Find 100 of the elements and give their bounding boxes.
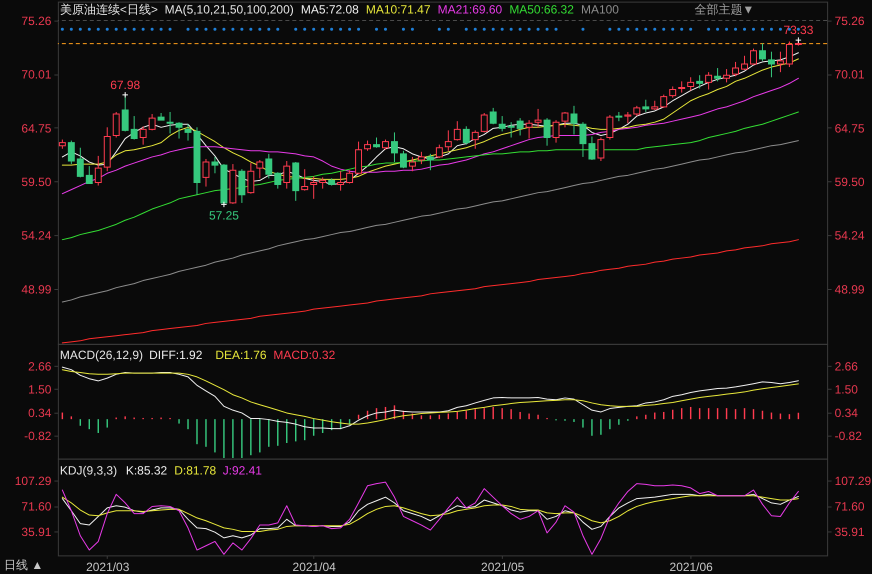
candlestick	[58, 139, 66, 150]
line-series	[62, 111, 799, 240]
text: K:85.32	[126, 464, 168, 478]
candlestick	[696, 74, 704, 89]
candlestick	[534, 108, 542, 128]
candlestick	[148, 114, 156, 131]
y-tick-label: 48.99	[21, 282, 52, 296]
candlestick	[508, 122, 515, 138]
legend-title: MA(5,10,21,50,100,200)	[164, 2, 294, 17]
candlestick	[400, 150, 407, 169]
x-tick-label: 2021/03	[86, 560, 130, 574]
candlestick	[202, 158, 210, 188]
candlestick	[355, 141, 362, 175]
legend-title: KDJ(9,3,3)	[60, 464, 118, 478]
y2-tick-label: 70.01	[834, 68, 865, 82]
candlestick	[750, 48, 757, 66]
candlestick	[301, 168, 308, 192]
candlestick	[597, 137, 604, 162]
y-tick-label: 54.24	[21, 228, 52, 243]
text: MA5:72.08	[300, 2, 360, 17]
candlestick	[544, 118, 551, 146]
candlestick	[444, 130, 452, 152]
line-series	[62, 495, 799, 532]
candlestick	[732, 61, 740, 77]
y2-tick-label: 59.50	[834, 174, 865, 189]
text: MA10:71.47	[366, 2, 431, 17]
y2-tick-label: 107.29	[834, 474, 872, 488]
y2-tick-label: 75.26	[834, 14, 865, 28]
legend-title: MACD(26,12,9)	[60, 348, 144, 362]
candlestick	[130, 116, 138, 140]
candlestick	[759, 43, 766, 62]
candlestick	[346, 170, 354, 184]
annotation: 73.33	[783, 23, 814, 38]
chart-title: 美原油连续<日线>	[60, 2, 158, 17]
y-tick-label: 75.26	[21, 14, 52, 28]
y2-tick-label: -0.82	[834, 429, 862, 444]
candlestick	[319, 176, 326, 190]
y2-tick-label: 1.50	[834, 382, 858, 397]
annotation: 57.25	[208, 208, 240, 222]
candlestick	[786, 40, 793, 68]
line-series	[62, 140, 799, 302]
y-tick-label: 1.50	[28, 382, 52, 397]
candlestick	[310, 176, 318, 200]
candlestick	[490, 107, 497, 125]
candlestick	[678, 80, 686, 94]
text: 日线 ▲	[4, 558, 44, 572]
candlestick	[516, 118, 524, 136]
y2-tick-label: 71.60	[834, 500, 865, 514]
candlestick	[570, 105, 578, 135]
candlestick	[552, 120, 560, 144]
y2-tick-label: 0.34	[834, 406, 858, 420]
candlestick	[436, 144, 443, 158]
candlestick	[382, 139, 389, 150]
candlestick	[238, 168, 246, 204]
candlestick	[768, 51, 775, 78]
text: MACD:0.32	[273, 348, 336, 362]
candlestick	[714, 68, 722, 82]
annotation: 67.98	[110, 78, 141, 92]
candlestick	[660, 94, 668, 108]
candlestick	[462, 126, 470, 146]
annotation: 全部主题▼	[694, 2, 754, 17]
candlestick	[140, 126, 147, 146]
candlestick	[669, 86, 676, 98]
candlestick	[642, 99, 650, 112]
candlestick	[776, 51, 784, 73]
candlestick	[633, 105, 640, 117]
candlestick	[615, 111, 622, 122]
y-tick-label: 70.01	[21, 68, 52, 82]
text: J:92.41	[222, 464, 262, 478]
candlestick	[247, 162, 254, 194]
candlestick	[705, 72, 712, 90]
line-series	[62, 494, 799, 538]
candlestick	[337, 170, 344, 192]
y-tick-label: 35.91	[21, 525, 52, 540]
candlestick	[211, 156, 218, 174]
candlestick	[588, 136, 596, 160]
candlestick	[454, 120, 461, 142]
x-tick-label: 2021/04	[292, 560, 336, 574]
candlestick	[606, 114, 614, 140]
x-tick-label: 2021/06	[670, 560, 714, 574]
y2-tick-label: 64.75	[834, 121, 865, 136]
y-tick-label: 107.29	[14, 474, 52, 488]
candlestick	[364, 140, 371, 152]
y-tick-label: 2.66	[28, 359, 52, 374]
y2-tick-label: 2.66	[834, 359, 858, 374]
candlestick	[498, 116, 506, 132]
text: MA21:69.60	[438, 2, 503, 17]
text: MA100	[581, 2, 620, 17]
candlestick	[723, 68, 730, 83]
candlestick	[76, 147, 84, 178]
candlestick	[408, 156, 416, 172]
candlestick	[624, 111, 632, 124]
candlestick	[472, 130, 479, 150]
candlestick	[265, 153, 272, 179]
candlestick	[687, 76, 694, 92]
text: MA50:66.32	[509, 2, 574, 17]
candlestick	[418, 151, 425, 165]
candlestick	[176, 122, 183, 140]
candlestick	[274, 172, 282, 190]
candlestick	[526, 120, 533, 140]
